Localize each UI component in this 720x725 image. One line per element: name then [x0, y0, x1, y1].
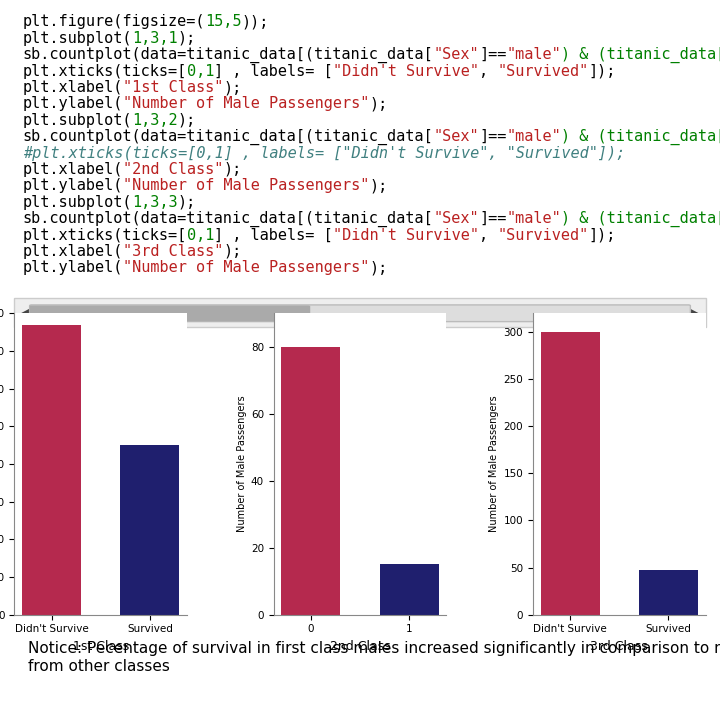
Text: "Number of Male Passengers": "Number of Male Passengers" — [123, 96, 369, 112]
FancyBboxPatch shape — [30, 305, 310, 321]
Text: ]==: ]== — [479, 211, 506, 226]
Text: plt.subplot(: plt.subplot( — [23, 195, 132, 210]
Text: plt.xlabel(: plt.xlabel( — [23, 244, 123, 259]
Text: ,: , — [479, 228, 498, 242]
Text: ] , labels= [: ] , labels= [ — [215, 228, 333, 242]
Text: "male": "male" — [506, 47, 561, 62]
Text: "Survived": "Survived" — [498, 228, 588, 242]
Text: ]);: ]); — [588, 64, 616, 78]
Text: "Number of Male Passengers": "Number of Male Passengers" — [123, 178, 369, 194]
Bar — [541, 332, 600, 615]
Text: sb.countplot(data=titanic_data[(titanic_data[: sb.countplot(data=titanic_data[(titanic_… — [23, 211, 433, 228]
Y-axis label: Number of Male Passengers: Number of Male Passengers — [237, 396, 246, 532]
Bar — [379, 565, 438, 615]
Text: ] , labels= [: ] , labels= [ — [215, 64, 333, 78]
Text: plt.xticks(ticks=[: plt.xticks(ticks=[ — [23, 228, 187, 242]
Text: "Sex": "Sex" — [433, 211, 479, 226]
Text: "Number of Male Passengers": "Number of Male Passengers" — [123, 260, 369, 276]
FancyBboxPatch shape — [30, 305, 690, 322]
Text: 1,3,2: 1,3,2 — [132, 113, 178, 128]
Text: Notice: Pecentage of survival in first class males increased significantly in co: Notice: Pecentage of survival in first c… — [28, 641, 720, 674]
FancyBboxPatch shape — [14, 298, 706, 327]
X-axis label: 2nd Class: 2nd Class — [330, 640, 390, 653]
Text: );: ); — [369, 260, 387, 276]
Text: "1st Class": "1st Class" — [123, 80, 223, 95]
Text: plt.subplot(: plt.subplot( — [23, 31, 132, 46]
Text: "2nd Class": "2nd Class" — [123, 162, 223, 177]
Bar — [639, 571, 698, 615]
Text: ) & (titanic_data[: ) & (titanic_data[ — [561, 211, 720, 228]
Text: plt.subplot(: plt.subplot( — [23, 113, 132, 128]
Text: "3rd Class": "3rd Class" — [123, 244, 223, 259]
Text: plt.xlabel(: plt.xlabel( — [23, 162, 123, 177]
Text: "Survived": "Survived" — [498, 64, 588, 78]
Text: 1,3,3: 1,3,3 — [132, 195, 178, 210]
Text: ,: , — [479, 64, 498, 78]
Text: ) & (titanic_data[: ) & (titanic_data[ — [561, 47, 720, 63]
Text: plt.xticks(ticks=[: plt.xticks(ticks=[ — [23, 64, 187, 78]
Text: plt.ylabel(: plt.ylabel( — [23, 96, 123, 112]
Text: plt.ylabel(: plt.ylabel( — [23, 178, 123, 194]
Text: );: ); — [178, 113, 196, 128]
Text: ]==: ]== — [479, 129, 506, 144]
Text: "Sex": "Sex" — [433, 47, 479, 62]
Text: "Didn't Survive": "Didn't Survive" — [333, 64, 479, 78]
Text: plt.figure(figsize=(: plt.figure(figsize=( — [23, 14, 205, 30]
Text: ));: )); — [242, 14, 269, 30]
Text: #plt.xticks(ticks=[0,1] , labels= ["Didn't Survive", "Survived"]);: #plt.xticks(ticks=[0,1] , labels= ["Didn… — [23, 146, 625, 160]
Text: );: ); — [178, 31, 196, 46]
Text: plt.ylabel(: plt.ylabel( — [23, 260, 123, 276]
Bar — [120, 445, 179, 615]
Text: ]);: ]); — [588, 228, 616, 242]
Bar — [22, 325, 81, 615]
Text: );: ); — [223, 80, 242, 95]
Text: ]==: ]== — [479, 47, 506, 62]
Text: );: ); — [223, 244, 242, 259]
Text: ◀: ◀ — [20, 306, 30, 319]
Text: );: ); — [178, 195, 196, 210]
Text: sb.countplot(data=titanic_data[(titanic_data[: sb.countplot(data=titanic_data[(titanic_… — [23, 47, 433, 63]
Text: "male": "male" — [506, 211, 561, 226]
Text: 0,1: 0,1 — [187, 64, 215, 78]
X-axis label: 1st Class: 1st Class — [73, 640, 129, 653]
Text: 15,5: 15,5 — [205, 14, 242, 30]
Text: ) & (titanic_data[: ) & (titanic_data[ — [561, 129, 720, 146]
Text: "Sex": "Sex" — [433, 129, 479, 144]
Text: "male": "male" — [506, 129, 561, 144]
X-axis label: 3rd Class: 3rd Class — [590, 640, 648, 653]
Text: );: ); — [369, 178, 387, 194]
Text: "Didn't Survive": "Didn't Survive" — [333, 228, 479, 242]
Text: 0,1: 0,1 — [187, 228, 215, 242]
Text: );: ); — [223, 162, 242, 177]
Y-axis label: Number of Male Passengers: Number of Male Passengers — [489, 396, 499, 532]
Bar — [282, 347, 341, 615]
Text: sb.countplot(data=titanic_data[(titanic_data[: sb.countplot(data=titanic_data[(titanic_… — [23, 129, 433, 146]
Text: ▶: ▶ — [690, 306, 700, 319]
Text: 1,3,1: 1,3,1 — [132, 31, 178, 46]
Text: plt.xlabel(: plt.xlabel( — [23, 80, 123, 95]
Text: );: ); — [369, 96, 387, 112]
